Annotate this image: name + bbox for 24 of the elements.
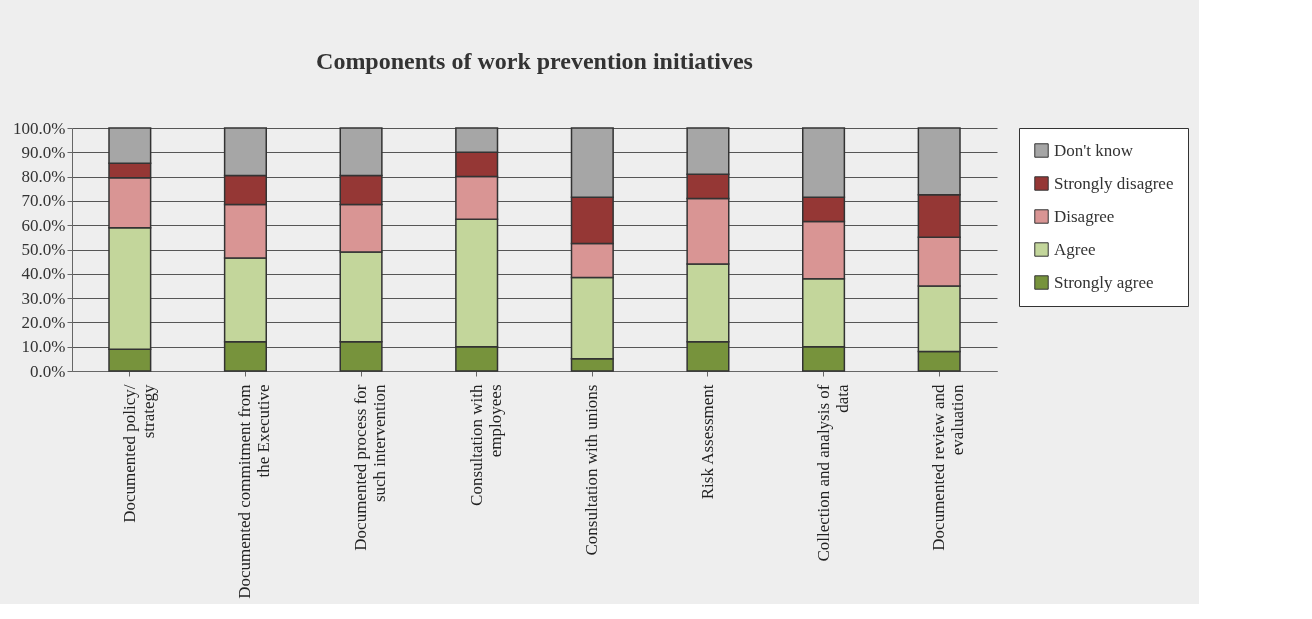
x-tick-label: Documented policy/ strategy [119,384,158,523]
y-tick-label: 50.0% [21,240,66,259]
chart-title: Components of work prevention initiatives [316,48,753,74]
y-tick-label: 90.0% [21,142,66,162]
x-tick-label: Risk Assessment [697,384,717,500]
y-tick-label: 20.0% [21,312,66,332]
y-tick-label: 30.0% [21,288,66,308]
x-tick-label: Documented review and evaluation [929,384,968,551]
y-tick-label: 60.0% [21,215,66,235]
y-tick-label: 80.0% [21,167,66,187]
x-tick-label: Collection and analysis of data [813,384,852,562]
y-tick-label: 40.0% [21,264,66,284]
x-tick-label: Consultation with employees [466,384,505,506]
y-tick-label: 70.0% [21,191,66,211]
legend-label: Don't know [1054,140,1134,160]
x-tick-label: Consultation with unions [582,384,602,556]
legend-label: Agree [1054,239,1096,259]
y-tick-label: 100.0% [13,118,66,138]
legend-label: Strongly agree [1054,272,1154,292]
legend-label: Disagree [1054,206,1115,226]
y-tick-label: 10.0% [21,337,66,357]
legend-label: Strongly disagree [1054,173,1174,193]
y-tick-label: 0.0% [30,361,66,381]
x-tick-label: Documented commitment from the Executive [235,384,274,599]
